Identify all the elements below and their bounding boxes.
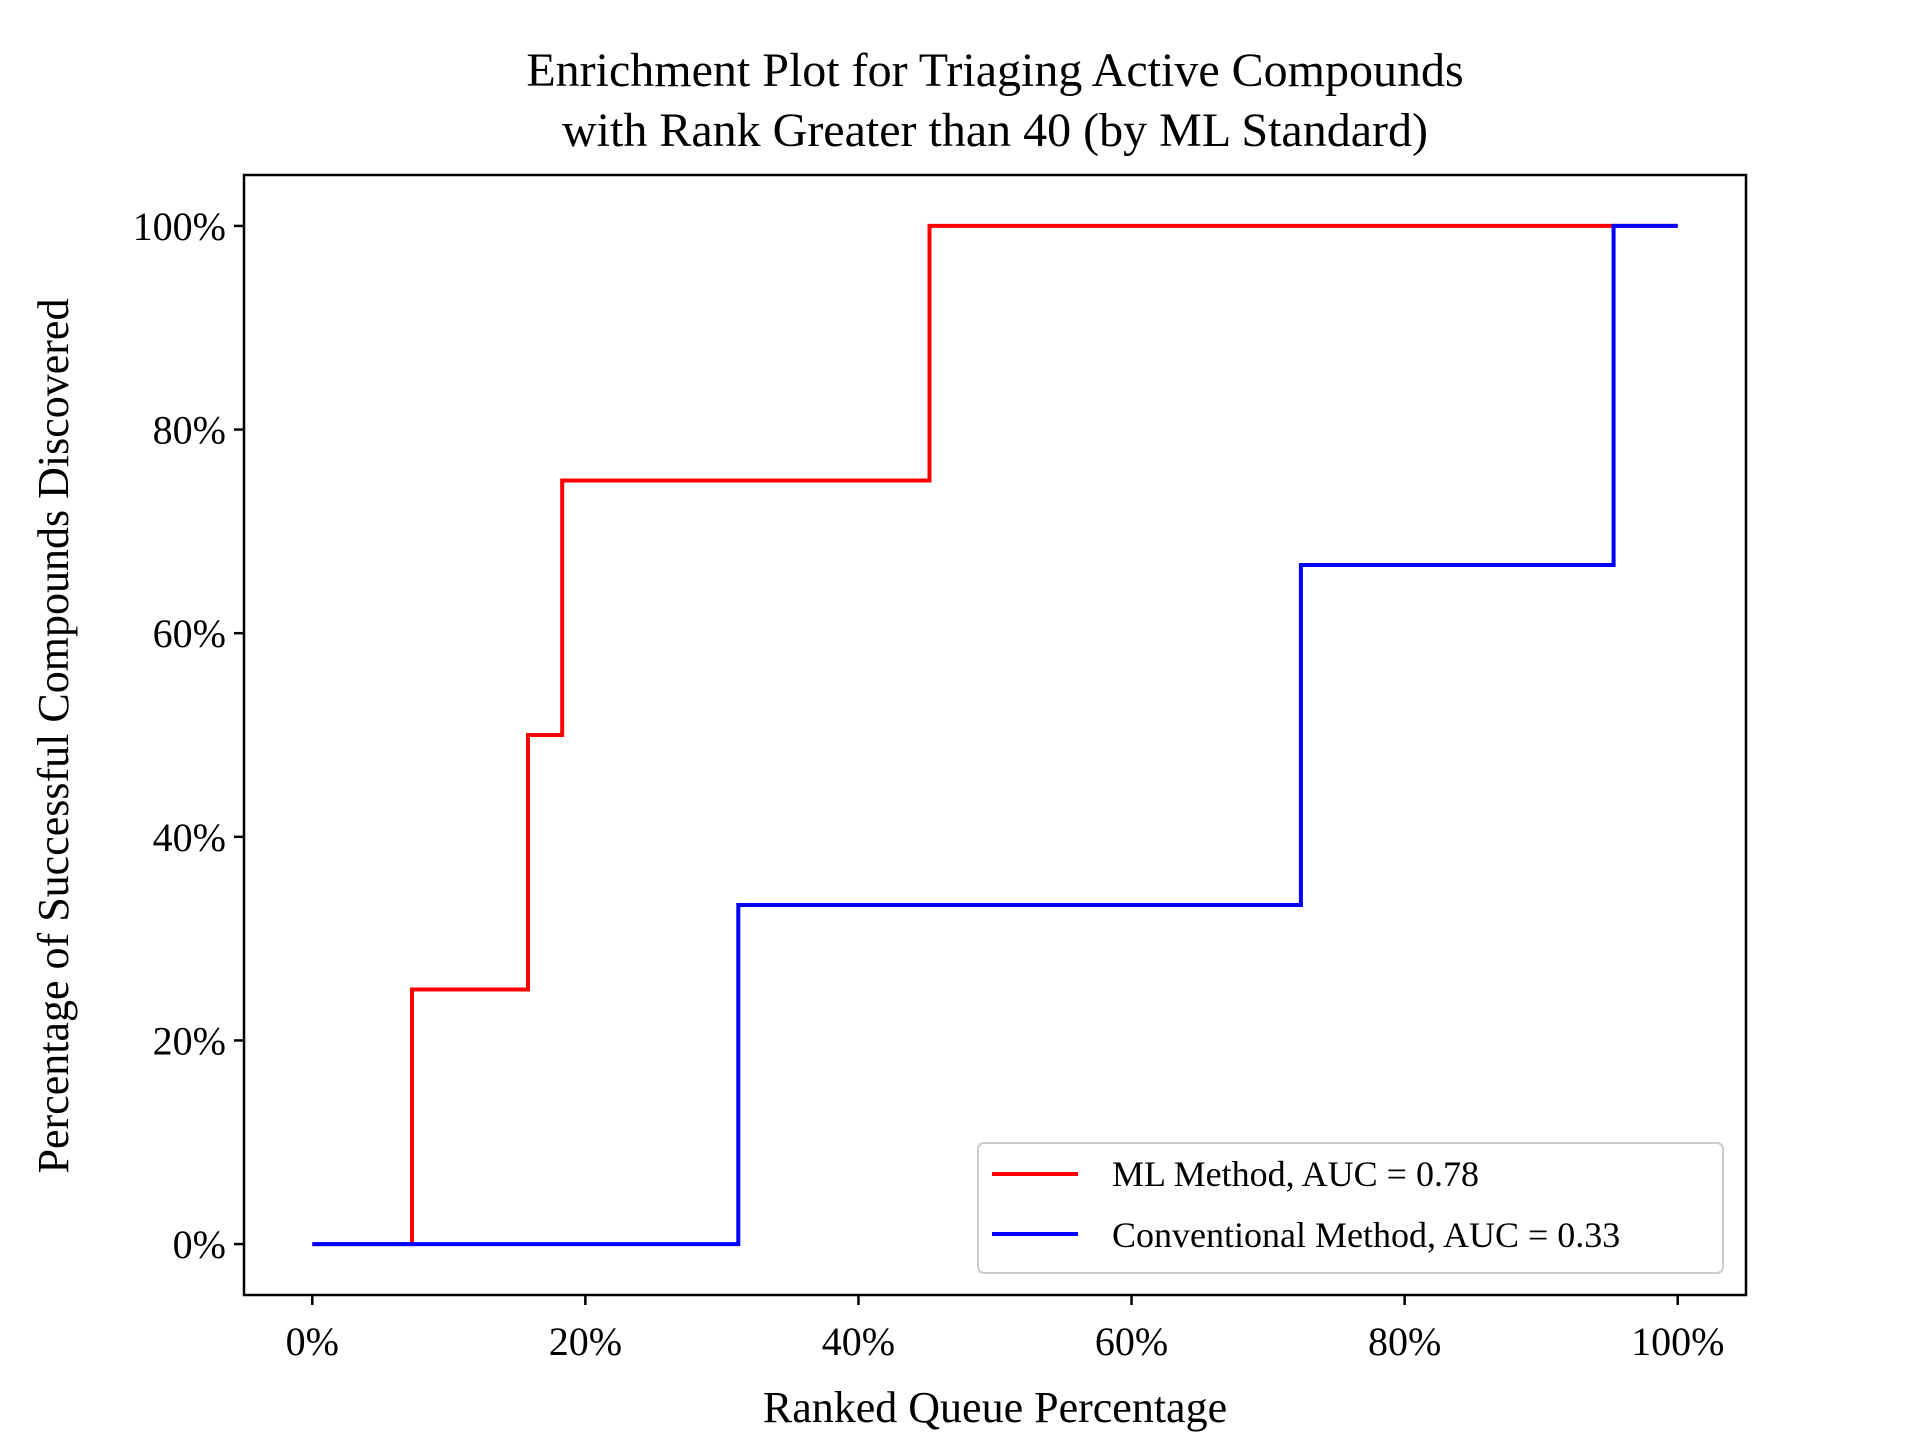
legend: ML Method, AUC = 0.78 Conventional Metho… <box>977 1142 1724 1274</box>
plot-frame <box>242 173 1748 1297</box>
y-tick-label: 40% <box>153 815 226 860</box>
y-tick-label: 60% <box>153 611 226 656</box>
y-tick-label: 0% <box>173 1222 226 1267</box>
series-line-conventional-method <box>312 223 1678 1247</box>
series-layer <box>312 223 1678 1247</box>
x-tick-label: 40% <box>822 1319 895 1364</box>
chart-title-line-1: Enrichment Plot for Triaging Active Comp… <box>526 44 1463 97</box>
x-tick-label: 20% <box>549 1319 622 1364</box>
x-tick-label: 60% <box>1095 1319 1168 1364</box>
legend-label-ml: ML Method, AUC = 0.78 <box>1112 1154 1479 1194</box>
y-tick-label: 20% <box>153 1018 226 1063</box>
chart-title-line-2: with Rank Greater than 40 (by ML Standar… <box>562 104 1428 157</box>
x-tick-label: 0% <box>286 1319 339 1364</box>
y-axis-label: Percentage of Successful Compounds Disco… <box>29 299 78 1174</box>
y-tick-label: 100% <box>133 204 226 249</box>
chart-title: Enrichment Plot for Triaging Active Comp… <box>526 44 1463 157</box>
x-tick-label: 100% <box>1631 1319 1724 1364</box>
y-axis-ticks: 0% 20% 40% 60% 80% 100% <box>133 204 244 1267</box>
legend-box <box>977 1142 1724 1274</box>
x-axis-ticks: 0% 20% 40% 60% 80% 100% <box>286 1295 1724 1364</box>
y-tick-label: 80% <box>153 408 226 453</box>
x-axis-label: Ranked Queue Percentage <box>763 1383 1227 1432</box>
legend-label-conventional: Conventional Method, AUC = 0.33 <box>1112 1215 1620 1255</box>
x-tick-label: 80% <box>1368 1319 1441 1364</box>
series-line-ml-method <box>312 223 1678 1247</box>
